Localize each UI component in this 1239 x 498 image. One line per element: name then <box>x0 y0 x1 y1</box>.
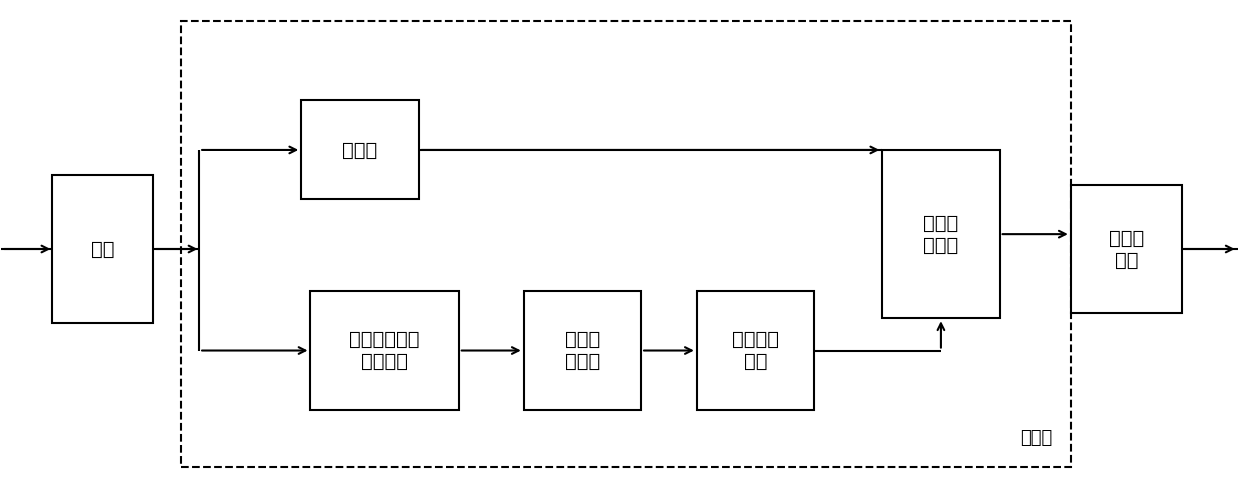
Bar <box>524 291 641 410</box>
Bar <box>181 21 1070 467</box>
Text: 分数阶傅里叶
变换模块: 分数阶傅里叶 变换模块 <box>349 330 420 371</box>
Text: 频偏补
偿模块: 频偏补 偿模块 <box>923 214 959 254</box>
Bar <box>301 101 419 200</box>
Bar <box>696 291 814 410</box>
Text: 二维平
面搜索: 二维平 面搜索 <box>565 330 600 371</box>
Bar <box>882 150 1000 318</box>
Text: 频偏估计
模块: 频偏估计 模块 <box>732 330 779 371</box>
Bar <box>1070 185 1182 313</box>
Bar <box>52 175 154 323</box>
Text: 解线调: 解线调 <box>1020 429 1052 447</box>
Bar <box>311 291 458 410</box>
Text: 时域抗
干扰: 时域抗 干扰 <box>1109 229 1144 269</box>
Text: 抽取: 抽取 <box>90 240 114 258</box>
Text: 缓存器: 缓存器 <box>342 140 378 159</box>
